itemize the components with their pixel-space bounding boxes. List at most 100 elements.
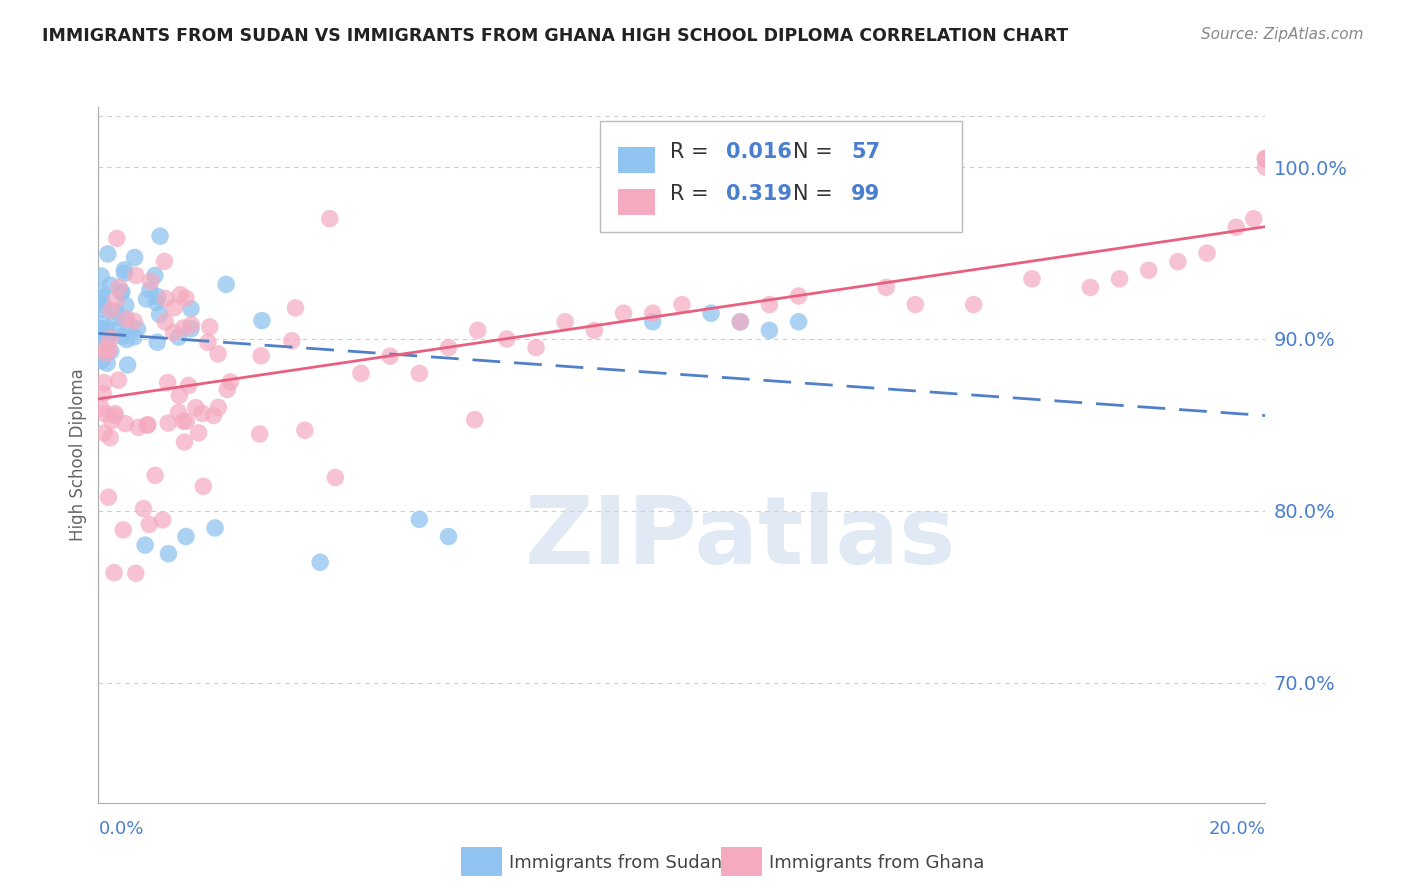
Text: N =: N = xyxy=(793,142,839,162)
Point xyxy=(641,306,664,320)
Point xyxy=(1021,272,1043,286)
Point xyxy=(135,292,157,306)
Point xyxy=(90,354,112,368)
Point xyxy=(875,280,897,294)
Point xyxy=(143,468,166,483)
Point xyxy=(105,293,128,308)
Text: ZIPatlas: ZIPatlas xyxy=(524,492,956,584)
Point xyxy=(215,277,238,292)
Point xyxy=(496,332,519,346)
Point xyxy=(700,306,723,320)
Point xyxy=(104,407,127,421)
Point xyxy=(90,322,112,336)
Point xyxy=(408,512,430,526)
Point xyxy=(125,268,148,283)
Point xyxy=(152,513,174,527)
Point xyxy=(98,342,121,356)
Point xyxy=(105,305,128,319)
Point xyxy=(177,378,200,392)
Point xyxy=(167,330,190,344)
Point xyxy=(180,322,202,336)
Point xyxy=(90,326,112,341)
Point xyxy=(148,307,170,321)
Point xyxy=(169,388,191,402)
Point xyxy=(93,426,115,441)
Point xyxy=(90,401,112,415)
Point xyxy=(114,266,136,280)
Point xyxy=(1254,152,1277,166)
Point xyxy=(202,409,225,423)
Point xyxy=(217,383,239,397)
FancyBboxPatch shape xyxy=(600,121,962,232)
FancyBboxPatch shape xyxy=(617,147,655,173)
Point xyxy=(193,479,215,493)
Point xyxy=(1137,263,1160,277)
Point xyxy=(111,285,134,299)
Point xyxy=(134,538,156,552)
Point xyxy=(730,315,752,329)
Text: 99: 99 xyxy=(851,184,880,204)
Point xyxy=(93,299,115,313)
Point xyxy=(319,211,342,226)
Point xyxy=(107,373,129,387)
Point xyxy=(110,285,132,300)
Point xyxy=(730,315,752,329)
Point xyxy=(249,427,271,442)
Point xyxy=(90,291,112,305)
Point xyxy=(219,375,242,389)
Point xyxy=(1254,152,1277,166)
Point xyxy=(104,311,127,326)
Point xyxy=(143,268,166,283)
Text: R =: R = xyxy=(671,142,716,162)
Point xyxy=(524,341,547,355)
Point xyxy=(115,333,138,347)
Point xyxy=(904,297,927,311)
Point xyxy=(125,566,148,581)
Point xyxy=(98,431,121,445)
Point xyxy=(153,254,176,268)
Point xyxy=(1254,160,1277,174)
Point xyxy=(136,417,159,432)
Point xyxy=(437,529,460,543)
Point xyxy=(583,323,606,337)
Text: IMMIGRANTS FROM SUDAN VS IMMIGRANTS FROM GHANA HIGH SCHOOL DIPLOMA CORRELATION C: IMMIGRANTS FROM SUDAN VS IMMIGRANTS FROM… xyxy=(42,27,1069,45)
Text: 0.0%: 0.0% xyxy=(98,820,143,838)
Y-axis label: High School Diploma: High School Diploma xyxy=(69,368,87,541)
Point xyxy=(117,358,139,372)
Point xyxy=(173,435,195,450)
Point xyxy=(105,323,128,337)
Point xyxy=(380,349,402,363)
Point xyxy=(162,326,184,340)
Point xyxy=(176,414,198,428)
Point xyxy=(114,263,136,277)
Point xyxy=(149,229,172,244)
Point xyxy=(122,330,145,344)
Point xyxy=(180,318,202,332)
Point xyxy=(127,420,149,434)
Point xyxy=(96,321,118,335)
Point xyxy=(136,418,159,433)
Text: Immigrants from Sudan: Immigrants from Sudan xyxy=(509,854,723,871)
Point xyxy=(93,376,115,390)
Point xyxy=(97,247,120,261)
Point xyxy=(197,335,219,350)
Point xyxy=(93,342,115,356)
Point xyxy=(112,523,135,537)
FancyBboxPatch shape xyxy=(617,189,655,215)
Point xyxy=(90,302,112,317)
Point xyxy=(284,301,307,315)
Text: 0.319: 0.319 xyxy=(727,184,792,204)
Point xyxy=(167,405,190,419)
Point xyxy=(641,315,664,329)
Point xyxy=(613,306,636,320)
Point xyxy=(1167,254,1189,268)
Point xyxy=(157,547,180,561)
Point xyxy=(155,292,177,306)
Point xyxy=(91,285,114,300)
Point xyxy=(758,297,780,311)
Point xyxy=(90,317,112,331)
Point xyxy=(1080,280,1102,294)
Point xyxy=(114,417,136,431)
Point xyxy=(250,313,273,327)
Point xyxy=(174,291,197,305)
